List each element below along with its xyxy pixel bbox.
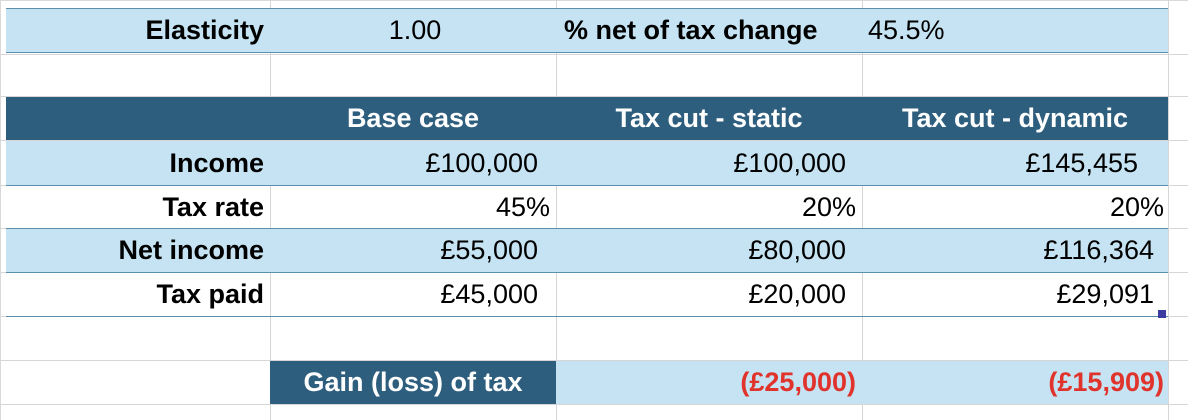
column-header-tax-cut-static[interactable]: Tax cut - static (615, 103, 803, 133)
cell-income-static[interactable]: £100,000 (733, 147, 846, 178)
row-band (6, 141, 1168, 185)
cell-income-base[interactable]: £100,000 (425, 147, 538, 178)
border-line (6, 272, 1168, 273)
row-label-income[interactable]: Income (169, 147, 264, 178)
border-line (6, 52, 1168, 53)
gridline (270, 0, 271, 420)
cell-income-dynamic[interactable]: £145,455 (1025, 147, 1138, 178)
gridline (1168, 0, 1169, 420)
elasticity-value[interactable]: 1.00 (388, 15, 442, 45)
summary-values-band (556, 361, 1168, 404)
border-line (6, 185, 1168, 186)
cell-tax-rate-dynamic[interactable]: 20% (1109, 191, 1164, 222)
cell-tax-rate-static[interactable]: 20% (801, 191, 856, 222)
cell-tax-paid-dynamic[interactable]: £29,091 (1056, 279, 1154, 309)
border-line (6, 228, 1168, 229)
gridline (0, 404, 1188, 405)
gridline (0, 140, 1188, 141)
border-line (6, 8, 1168, 9)
gridline (862, 0, 863, 420)
row-label-net-income[interactable]: Net income (118, 235, 264, 265)
elasticity-label[interactable]: Elasticity (145, 15, 264, 45)
table-header-band (6, 97, 1168, 140)
cell-net-income-static[interactable]: £80,000 (748, 235, 846, 265)
summary-label[interactable]: Gain (loss) of tax (303, 367, 523, 397)
summary-static-value[interactable]: (£25,000) (740, 367, 856, 397)
net-change-label[interactable]: % net of tax change (564, 15, 818, 45)
column-header-base-case[interactable]: Base case (346, 103, 480, 133)
row-band (6, 229, 1168, 272)
params-band (6, 8, 1168, 52)
row-label-tax-paid[interactable]: Tax paid (156, 279, 264, 309)
gridline (0, 360, 1188, 361)
cell-net-income-dynamic[interactable]: £116,364 (1043, 235, 1154, 265)
cell-tax-rate-base[interactable]: 45% (495, 191, 550, 222)
cell-tax-paid-static[interactable]: £20,000 (748, 279, 846, 309)
cell-net-income-base[interactable]: £55,000 (440, 235, 538, 265)
summary-dynamic-value[interactable]: (£15,909) (1048, 367, 1164, 397)
gridline (0, 54, 1188, 55)
gridline (0, 96, 1188, 97)
fill-handle[interactable] (1158, 310, 1166, 318)
summary-label-band (270, 361, 556, 404)
row-label-tax-rate[interactable]: Tax rate (162, 191, 264, 222)
net-change-value[interactable]: 45.5% (868, 15, 945, 45)
gridline (556, 0, 557, 420)
column-header-tax-cut-dynamic[interactable]: Tax cut - dynamic (901, 103, 1129, 133)
cell-tax-paid-base[interactable]: £45,000 (440, 279, 538, 309)
border-line (6, 316, 1168, 317)
